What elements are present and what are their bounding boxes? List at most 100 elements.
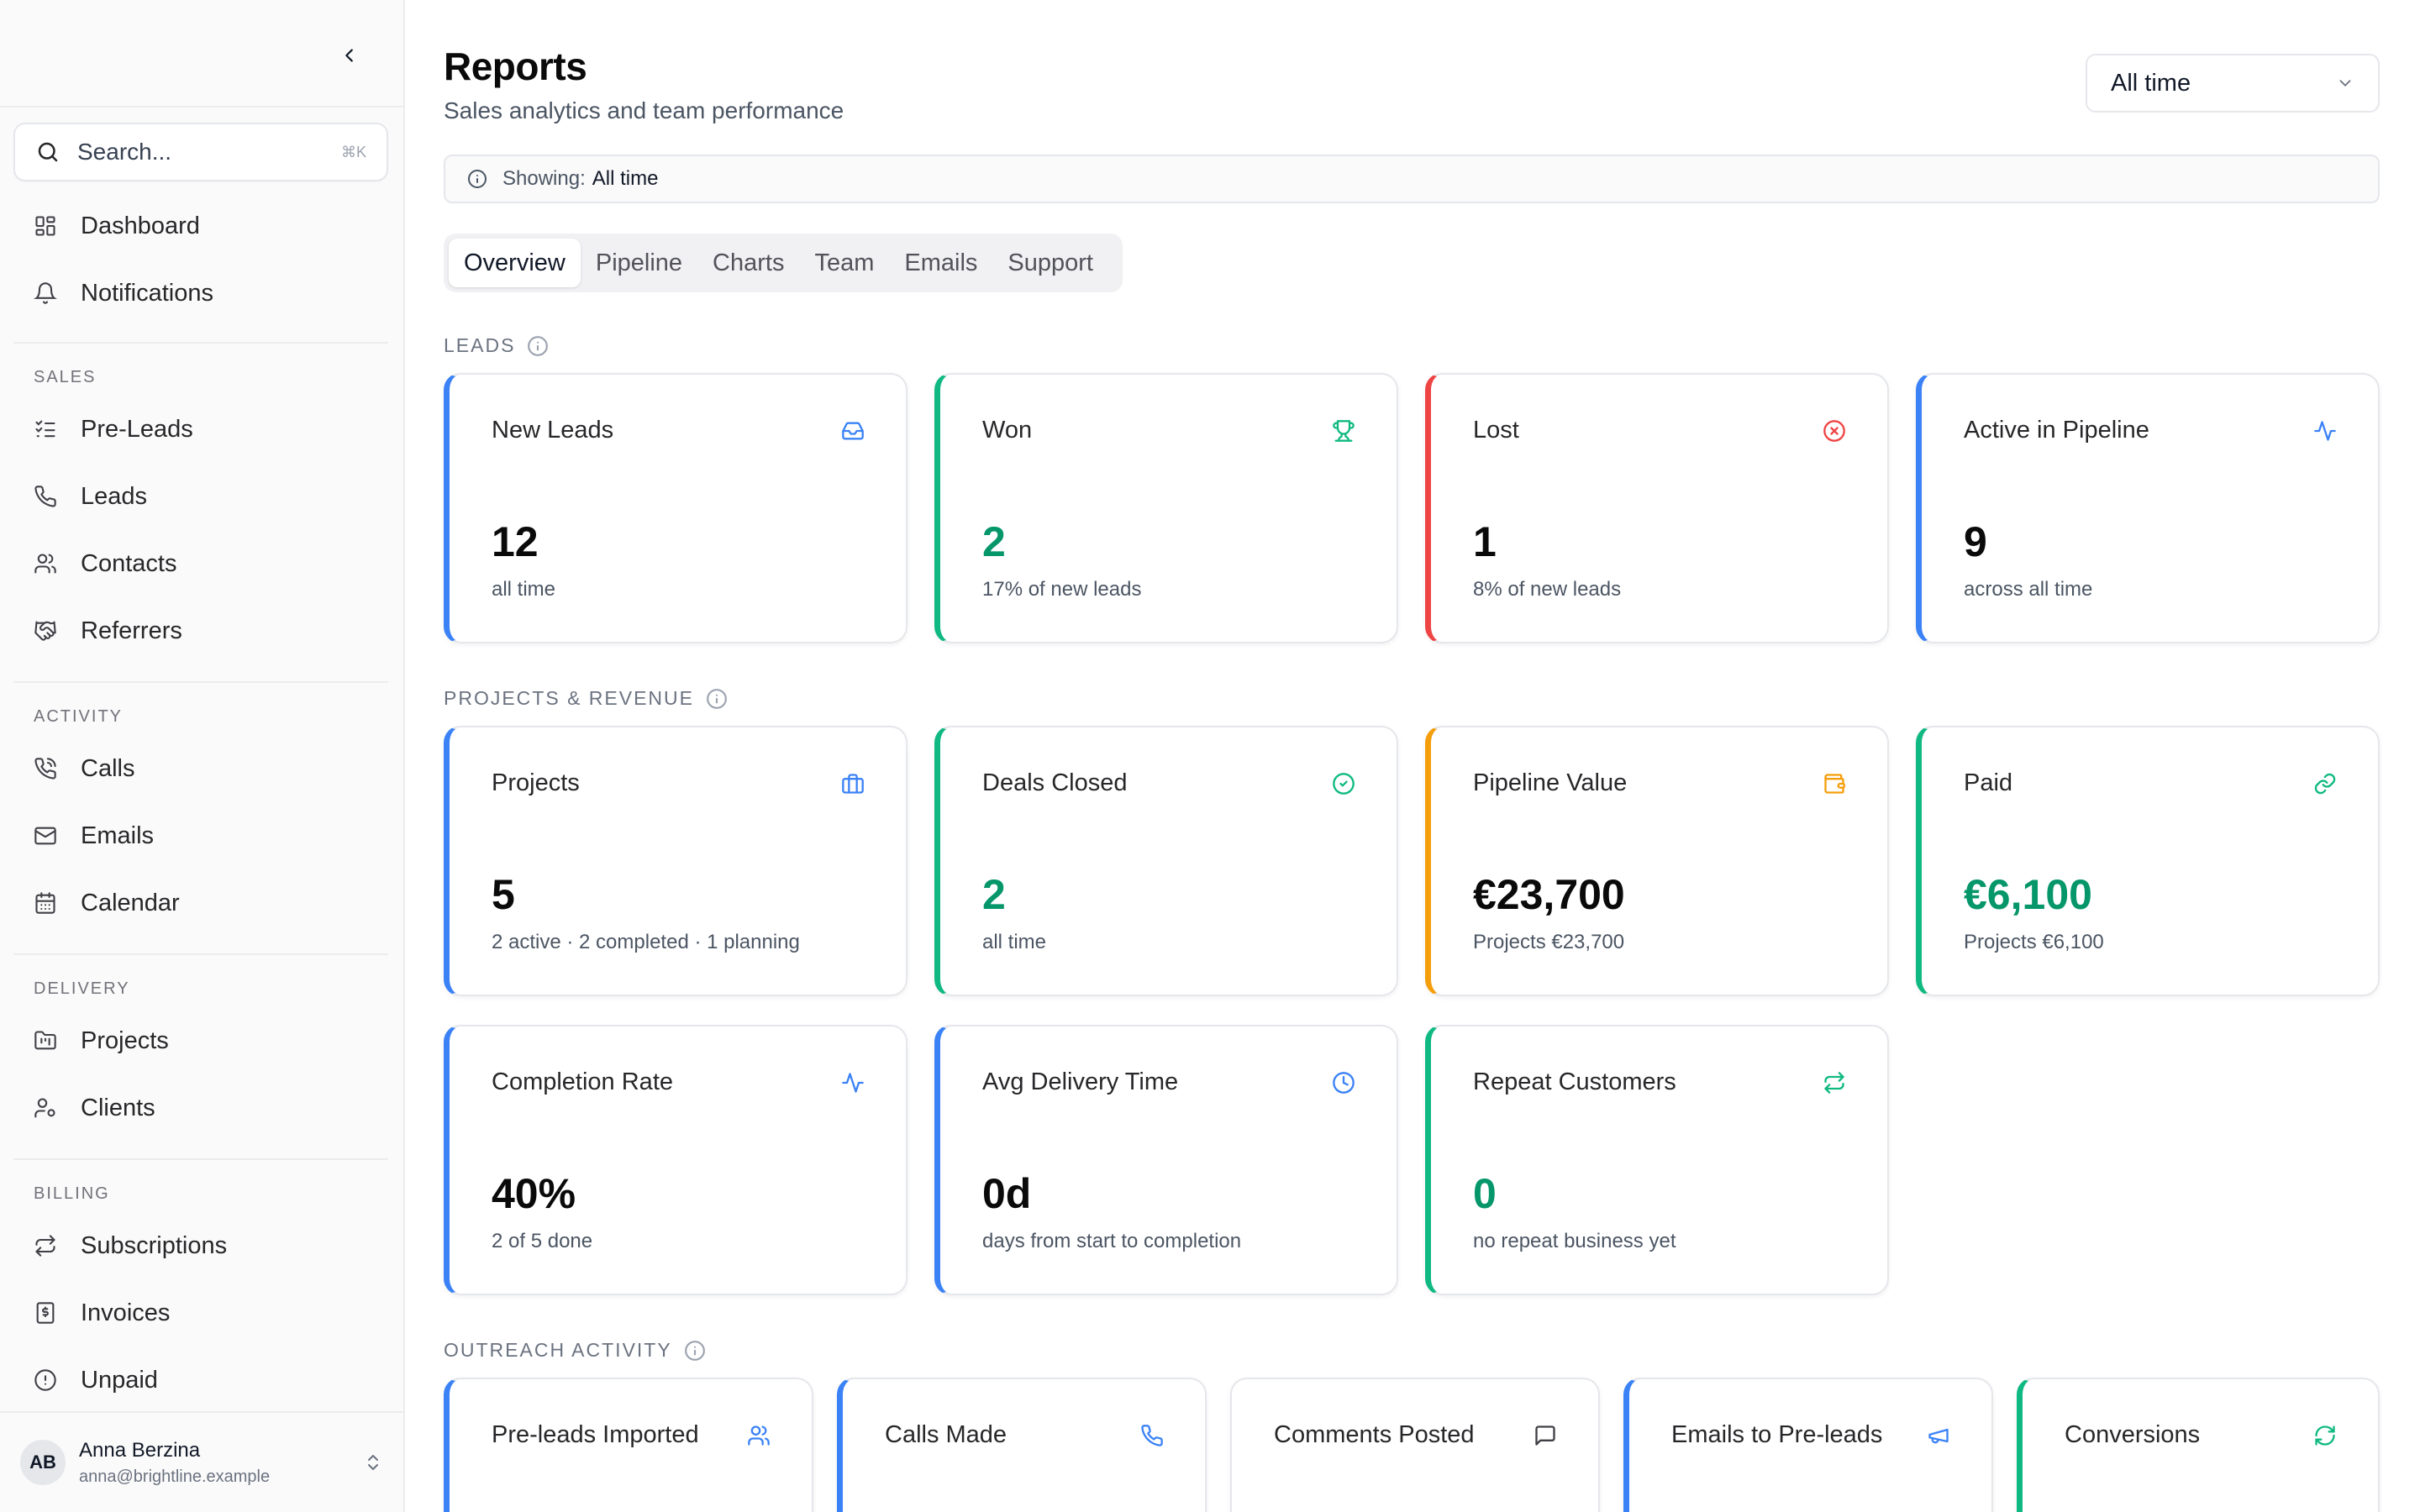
page-subtitle: Sales analytics and team performance — [444, 97, 844, 123]
section-title: OUTREACH ACTIVITY — [444, 1339, 672, 1361]
sidebar-item-emails[interactable]: Emails — [13, 806, 388, 865]
sidebar-item-pre-leads[interactable]: Pre-Leads — [13, 400, 388, 459]
sidebar-item-label: Leads — [81, 482, 148, 510]
stat-card-calls-made: Calls Made — [837, 1378, 1207, 1512]
folder-kanban-icon — [32, 1027, 59, 1054]
tab-overview[interactable]: Overview — [449, 239, 581, 287]
avatar: AB — [20, 1440, 66, 1485]
card-subtext: 2 of 5 done — [492, 1230, 593, 1252]
info-icon — [468, 170, 487, 188]
stat-card-paid: Paid €6,100 Projects €6,100 — [1916, 726, 2380, 996]
divider — [13, 1158, 388, 1160]
sidebar-item-calls[interactable]: Calls — [13, 739, 388, 798]
message-icon — [1533, 1423, 1558, 1448]
info-icon[interactable] — [527, 335, 549, 357]
sidebar-item-unpaid[interactable]: Unpaid — [13, 1351, 388, 1410]
card-title: Lost — [1473, 417, 1519, 444]
info-icon[interactable] — [684, 1340, 706, 1362]
refresh-icon — [2312, 1423, 2338, 1448]
sidebar-item-label: Pre-Leads — [81, 415, 193, 443]
sidebar-item-invoices[interactable]: Invoices — [13, 1284, 388, 1342]
sidebar-item-dashboard[interactable]: Dashboard — [13, 197, 388, 255]
card-value: 9 — [1964, 518, 1987, 565]
section-label-projects-revenue: PROJECTS & REVENUE — [444, 687, 728, 710]
card-subtext: Projects €6,100 — [1964, 931, 2104, 953]
card-value: 1 — [1473, 518, 1497, 565]
tab-support[interactable]: Support — [1007, 249, 1093, 276]
sidebar-group-label: ACTIVITY — [34, 707, 124, 726]
search-placeholder: Search... — [77, 139, 172, 165]
sidebar-item-calendar[interactable]: Calendar — [13, 874, 388, 932]
card-title: Pre-leads Imported — [492, 1421, 699, 1448]
sidebar-group-label: BILLING — [34, 1184, 110, 1203]
search-shortcut: ⌘K — [340, 143, 366, 160]
user-email: anna@brightline.example — [79, 1467, 271, 1486]
megaphone-icon — [1926, 1423, 1951, 1448]
card-subtext: 2 active · 2 completed · 1 planning — [492, 931, 800, 953]
tab-charts[interactable]: Charts — [713, 249, 785, 276]
sidebar-item-label: Dashboard — [81, 212, 200, 239]
section-label-leads: LEADS — [444, 334, 549, 357]
sidebar-item-label: Notifications — [81, 279, 213, 307]
stat-card-pre-leads-imported: Pre-leads Imported — [444, 1378, 813, 1512]
card-subtext: no repeat business yet — [1473, 1230, 1676, 1252]
sidebar-item-label: Contacts — [81, 549, 177, 577]
card-title: Repeat Customers — [1473, 1068, 1676, 1095]
phone-call-icon — [32, 755, 59, 782]
user-info: Anna Berzina anna@brightline.example — [79, 1439, 363, 1487]
users-icon — [746, 1423, 771, 1448]
repeat-icon — [32, 1232, 59, 1259]
sidebar-item-projects[interactable]: Projects — [13, 1011, 388, 1070]
trophy-icon — [1331, 418, 1356, 444]
filter-banner: Showing: All time — [444, 155, 2380, 203]
card-title: Won — [982, 417, 1033, 444]
divider — [0, 106, 403, 108]
sidebar-item-referrers[interactable]: Referrers — [13, 601, 388, 660]
sidebar-item-leads[interactable]: Leads — [13, 467, 388, 526]
section-title: LEADS — [444, 334, 516, 356]
check-circle-icon — [1331, 771, 1356, 796]
card-value: 0d — [982, 1170, 1032, 1217]
repeat-icon — [1822, 1070, 1847, 1095]
card-subtext: Projects €23,700 — [1473, 931, 1625, 953]
sidebar-item-notifications[interactable]: Notifications — [13, 264, 388, 323]
chevrons-up-down-icon — [368, 1455, 378, 1470]
info-icon[interactable] — [706, 688, 728, 710]
card-title: New Leads — [492, 417, 614, 444]
user-name: Anna Berzina — [79, 1438, 201, 1462]
card-value: 40% — [492, 1170, 576, 1217]
divider — [13, 953, 388, 955]
card-title: Calls Made — [885, 1421, 1007, 1448]
card-title: Active in Pipeline — [1964, 417, 2149, 444]
list-checks-icon — [32, 416, 59, 443]
filter-banner-label: Showing: — [502, 167, 586, 190]
sidebar-item-clients[interactable]: Clients — [13, 1079, 388, 1137]
divider — [13, 342, 388, 344]
stat-card-avg-delivery-time: Avg Delivery Time 0d days from start to … — [934, 1025, 1398, 1295]
search-input[interactable]: Search... ⌘K — [13, 123, 388, 181]
sidebar-item-subscriptions[interactable]: Subscriptions — [13, 1216, 388, 1275]
stat-card-repeat-customers: Repeat Customers 0 no repeat business ye… — [1425, 1025, 1889, 1295]
sidebar-item-label: Calendar — [81, 889, 180, 916]
sidebar-item-contacts[interactable]: Contacts — [13, 534, 388, 593]
card-subtext: 17% of new leads — [982, 578, 1142, 601]
sidebar-item-label: Referrers — [81, 617, 182, 644]
phone-icon — [1139, 1423, 1165, 1448]
inbox-icon — [840, 418, 865, 444]
handshake-icon — [32, 617, 59, 644]
card-title: Emails to Pre-leads — [1671, 1421, 1883, 1448]
users-icon — [32, 550, 59, 577]
stat-card-comments-posted: Comments Posted — [1230, 1378, 1600, 1512]
collapse-sidebar-button[interactable] — [331, 37, 368, 74]
card-title: Pipeline Value — [1473, 769, 1628, 796]
stat-card-emails-to-pre-leads: Emails to Pre-leads — [1623, 1378, 1993, 1512]
x-circle-icon — [1822, 418, 1847, 444]
user-menu[interactable]: AB Anna Berzina anna@brightline.example — [0, 1411, 403, 1512]
clock-icon — [1331, 1070, 1356, 1095]
tab-team[interactable]: Team — [814, 249, 875, 276]
chevron-left-icon — [345, 49, 353, 62]
tab-pipeline[interactable]: Pipeline — [595, 249, 683, 276]
tab-emails[interactable]: Emails — [904, 249, 978, 276]
date-range-select[interactable]: All time — [2086, 54, 2380, 113]
card-subtext: 8% of new leads — [1473, 578, 1622, 601]
